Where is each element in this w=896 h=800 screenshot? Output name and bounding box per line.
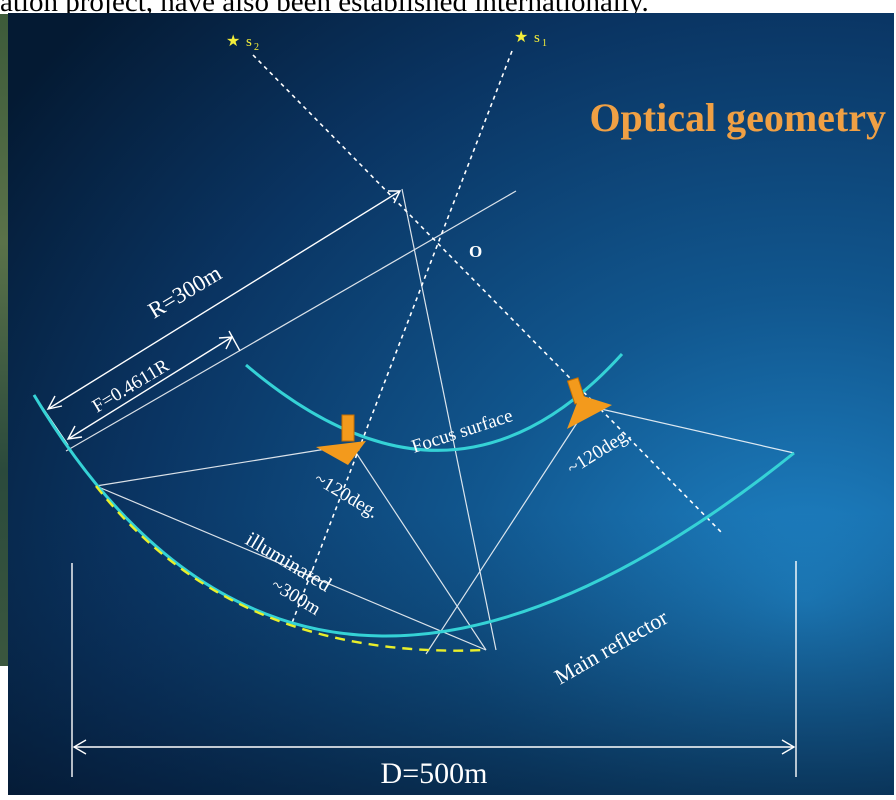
diagram-canvas: Optical geometry ★ s 2 ★ s 1 R=300m bbox=[8, 13, 894, 795]
feed-right-ray-b bbox=[587, 405, 795, 454]
arrow-head bbox=[72, 739, 87, 755]
main-reflector-arc bbox=[32, 394, 795, 638]
extension-line bbox=[228, 330, 241, 352]
construction-lines bbox=[65, 188, 795, 655]
feed-horn bbox=[567, 395, 612, 429]
arrow-head bbox=[66, 425, 83, 440]
background-shade bbox=[8, 513, 894, 795]
photo-edge-strip bbox=[0, 14, 10, 666]
feed-cabin-right bbox=[566, 377, 612, 429]
feed-cabin-left bbox=[316, 414, 366, 465]
star-s2: ★ s 2 bbox=[226, 33, 259, 53]
line-center-vertex bbox=[401, 188, 497, 651]
line-edge-vertex bbox=[95, 485, 487, 651]
focal-dimension bbox=[66, 330, 241, 440]
focal-arrow bbox=[67, 336, 233, 440]
star-s1-label: s bbox=[534, 30, 540, 46]
diameter-label: D=500m bbox=[381, 757, 488, 790]
optical-geometry-figure: Optical geometry ★ s 2 ★ s 1 R=300m bbox=[8, 13, 894, 795]
feed-left-ray-b bbox=[350, 444, 487, 651]
radius-line-lower bbox=[65, 190, 517, 452]
feed-right-ray-a bbox=[425, 405, 589, 655]
diagram-title: Optical geometry bbox=[589, 95, 886, 140]
star-s2-label: s bbox=[246, 34, 252, 50]
star-s2-subscript: 2 bbox=[254, 42, 259, 53]
radius-arrow bbox=[47, 190, 401, 410]
arrow-head bbox=[781, 739, 796, 755]
feed-left-ray-a bbox=[95, 444, 352, 487]
star-s1-subscript: 1 bbox=[542, 38, 547, 49]
incident-rays bbox=[252, 50, 722, 624]
star-icon: ★ bbox=[514, 29, 528, 46]
arrow-head bbox=[46, 395, 63, 411]
feed-support bbox=[341, 414, 355, 442]
star-icon: ★ bbox=[226, 33, 240, 50]
center-label: O bbox=[469, 242, 482, 261]
diameter-dimension bbox=[71, 561, 797, 777]
feed-horn bbox=[316, 441, 366, 465]
star-s1: ★ s 1 bbox=[514, 29, 547, 49]
arrow-head bbox=[388, 190, 402, 204]
illuminated-region bbox=[95, 485, 487, 652]
ray-s1 bbox=[291, 50, 513, 624]
